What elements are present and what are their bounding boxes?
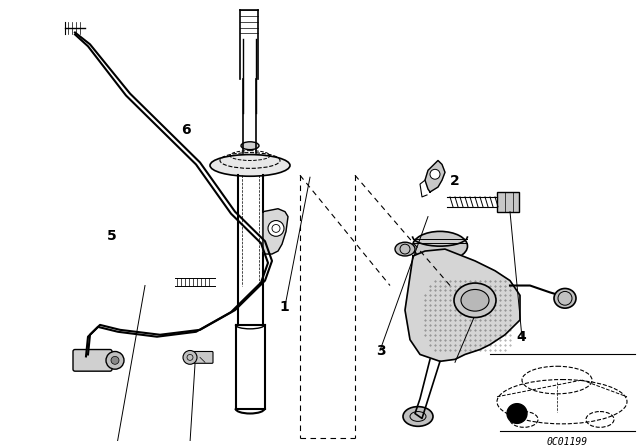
Text: 5: 5 <box>107 229 117 243</box>
FancyBboxPatch shape <box>73 349 112 371</box>
Text: 1: 1 <box>280 300 290 314</box>
Ellipse shape <box>413 231 467 261</box>
Polygon shape <box>405 249 520 362</box>
FancyBboxPatch shape <box>189 352 213 363</box>
Text: 6: 6 <box>180 123 191 137</box>
Text: 4: 4 <box>516 331 527 345</box>
Ellipse shape <box>461 289 489 311</box>
FancyBboxPatch shape <box>497 192 519 211</box>
Circle shape <box>183 350 197 364</box>
Circle shape <box>111 357 119 364</box>
Ellipse shape <box>403 407 433 426</box>
Ellipse shape <box>395 242 415 256</box>
Circle shape <box>430 169 440 179</box>
Polygon shape <box>263 209 288 254</box>
Text: 3: 3 <box>376 344 386 358</box>
Circle shape <box>268 220 284 236</box>
Ellipse shape <box>241 142 259 150</box>
Circle shape <box>106 352 124 369</box>
Ellipse shape <box>454 283 496 318</box>
Text: 2: 2 <box>449 174 460 188</box>
Ellipse shape <box>554 289 576 308</box>
Text: 0C01199: 0C01199 <box>547 437 588 447</box>
Circle shape <box>507 404 527 423</box>
Polygon shape <box>425 160 445 192</box>
Ellipse shape <box>210 155 290 176</box>
